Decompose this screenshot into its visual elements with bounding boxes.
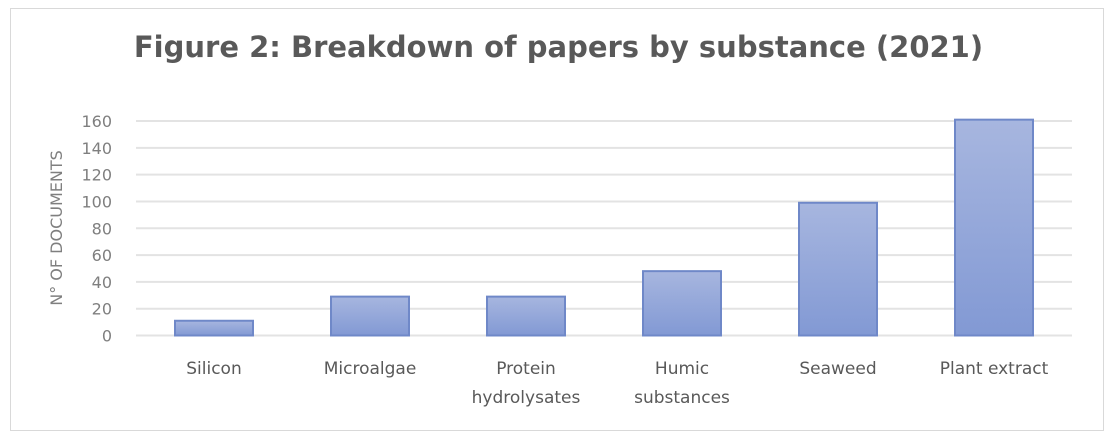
y-tick-label: 80 [92, 219, 112, 238]
x-tick-label: Microalgae [324, 359, 417, 379]
y-tick-label: 120 [81, 166, 112, 185]
x-tick-label: hydrolysates [472, 388, 581, 408]
y-tick-label: 40 [92, 273, 112, 292]
bar-humic-substances [642, 270, 722, 337]
x-tick-label: Plant extract [940, 359, 1049, 379]
bar-plant-extract [954, 118, 1034, 337]
chart-frame [10, 8, 1104, 431]
chart-title: Figure 2: Breakdown of papers by substan… [133, 30, 984, 64]
bar-protein-hydrolysates [486, 295, 566, 337]
bar-seaweed [798, 201, 878, 337]
x-tick-label: substances [634, 388, 730, 408]
y-tick-label: 0 [102, 327, 112, 346]
bar-silicon [174, 319, 254, 337]
x-tick-label: Protein [496, 359, 556, 379]
y-axis-label: N° OF DOCUMENTS [47, 150, 66, 306]
x-tick-label: Humic [655, 359, 709, 379]
x-tick-label: Seaweed [799, 359, 876, 379]
y-tick-label: 140 [81, 139, 112, 158]
y-tick-label: 60 [92, 246, 112, 265]
y-tick-label: 20 [92, 300, 112, 319]
y-tick-label: 100 [81, 192, 112, 211]
y-tick-label: 160 [81, 112, 112, 131]
x-tick-label: Silicon [186, 359, 241, 379]
bar-microalgae [330, 295, 410, 337]
